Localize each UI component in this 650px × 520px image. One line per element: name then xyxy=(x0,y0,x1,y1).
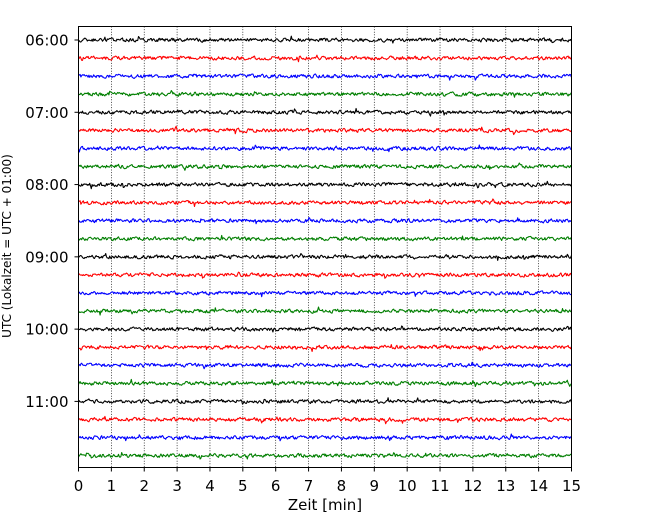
x-axis-ticks: 0 1 2 3 4 5 6 7 8 9 10 11 12 13 14 15 xyxy=(74,467,581,495)
x-tick-label-11: 11 xyxy=(430,477,449,495)
x-tick-label-13: 13 xyxy=(496,477,515,495)
trace-line-0615 xyxy=(78,54,572,63)
plot-frame xyxy=(78,26,572,468)
x-tick-label-10: 10 xyxy=(398,477,417,495)
x-tick-label-7: 7 xyxy=(304,477,314,495)
y-tick-label-1: 07:00 xyxy=(25,104,68,122)
trace-line-1030 xyxy=(78,361,572,370)
trace-line-0630 xyxy=(78,73,572,81)
trace-line-0930 xyxy=(78,290,572,298)
trace-line-0945 xyxy=(78,306,572,316)
x-tick-label-0: 0 xyxy=(74,477,84,495)
y-tick-label-0: 06:00 xyxy=(25,32,68,50)
trace-group xyxy=(77,35,572,460)
trace-line-0830 xyxy=(78,217,572,225)
trace-line-0845 xyxy=(78,234,572,242)
trace-line-0900 xyxy=(78,252,572,261)
trace-line-0715 xyxy=(78,125,572,136)
x-tick-label-6: 6 xyxy=(271,477,281,495)
trace-line-1100 xyxy=(78,397,572,405)
trace-line-0815 xyxy=(78,198,572,208)
x-tick-label-8: 8 xyxy=(337,477,347,495)
trace-line-1015 xyxy=(78,344,572,353)
y-tick-label-3: 09:00 xyxy=(25,248,68,266)
y-tick-label-5: 11:00 xyxy=(25,393,68,411)
trace-line-1045 xyxy=(78,378,572,388)
x-tick-label-4: 4 xyxy=(205,477,215,495)
x-tick-label-9: 9 xyxy=(370,477,380,495)
trace-line-0915 xyxy=(78,271,572,279)
trace-line-1130 xyxy=(78,433,572,442)
trace-line-1000 xyxy=(78,325,572,333)
trace-line-0730 xyxy=(77,144,572,153)
x-tick-label-14: 14 xyxy=(529,477,548,495)
x-tick-label-1: 1 xyxy=(107,477,117,495)
trace-line-0800 xyxy=(78,180,572,190)
x-tick-label-3: 3 xyxy=(172,477,182,495)
grid-lines xyxy=(111,26,539,468)
y-axis-ticks: 06:00 07:00 08:00 09:00 10:00 11:00 xyxy=(25,32,79,411)
x-axis-label: Zeit [min] xyxy=(288,496,362,514)
trace-line-0645 xyxy=(78,90,572,98)
x-tick-label-5: 5 xyxy=(238,477,248,495)
x-tick-label-2: 2 xyxy=(139,477,149,495)
y-tick-label-4: 10:00 xyxy=(25,321,68,339)
trace-line-1115 xyxy=(78,415,572,425)
trace-line-0745 xyxy=(78,162,572,171)
y-axis-label: UTC (Lokalzeit = UTC + 01:00) xyxy=(0,154,14,338)
trace-line-0600 xyxy=(78,35,572,44)
y-tick-label-2: 08:00 xyxy=(25,176,68,194)
trace-line-0700 xyxy=(78,107,572,117)
x-tick-label-12: 12 xyxy=(463,477,482,495)
x-tick-label-15: 15 xyxy=(562,477,581,495)
trace-line-1145 xyxy=(78,451,572,460)
